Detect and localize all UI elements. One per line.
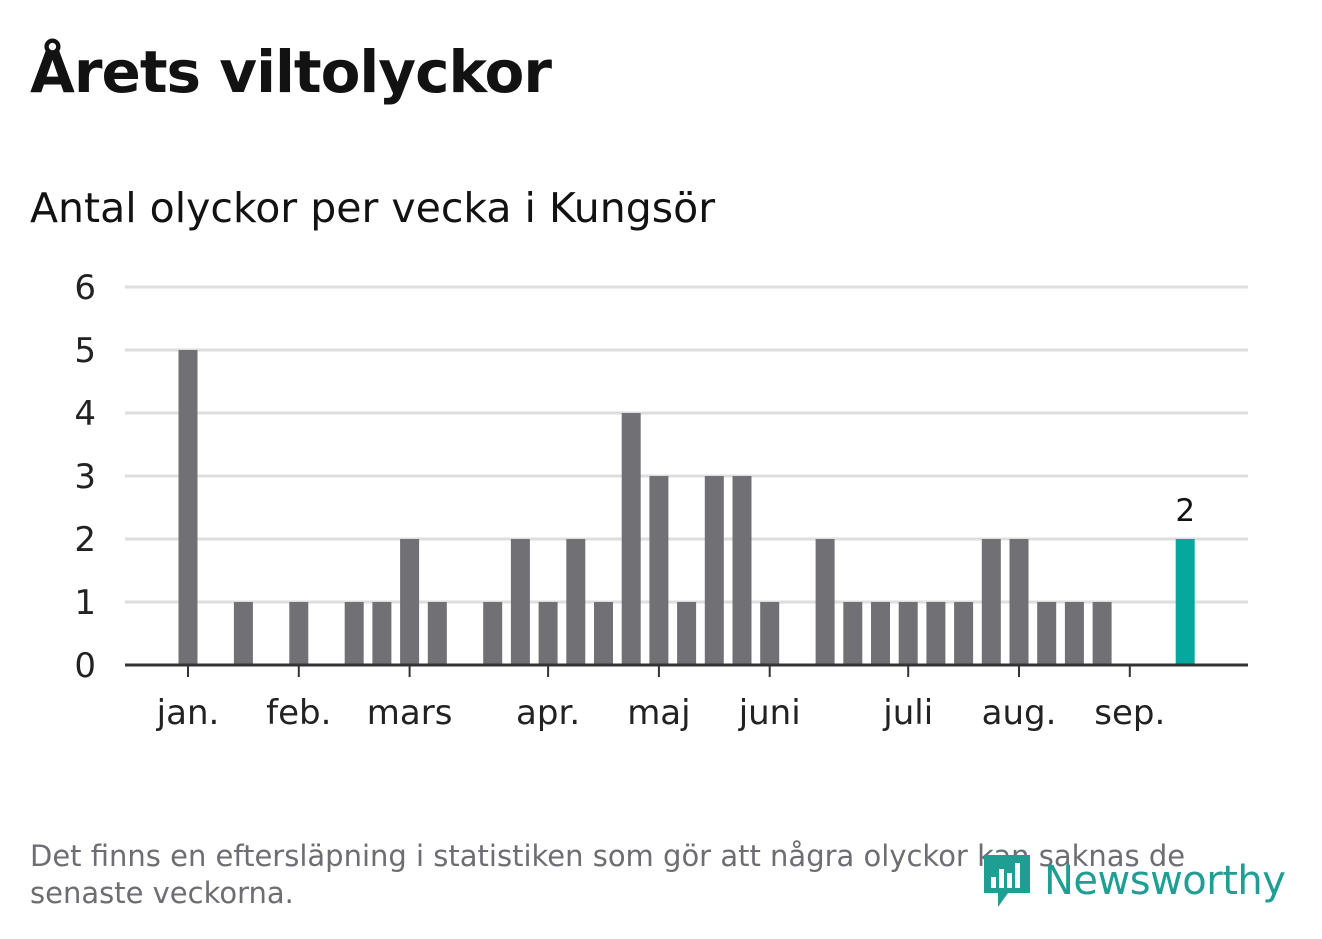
chart-title: Årets viltolyckor bbox=[30, 38, 552, 106]
bar bbox=[1064, 602, 1084, 665]
x-tick-label: feb. bbox=[266, 693, 331, 733]
logo-text: Newsworthy bbox=[1044, 858, 1286, 904]
x-tick-label: aug. bbox=[982, 693, 1057, 733]
chart-subtitle: Antal olyckor per vecka i Kungsör bbox=[30, 184, 716, 232]
bar bbox=[594, 602, 613, 665]
bar bbox=[566, 539, 586, 665]
bar bbox=[621, 413, 641, 665]
y-tick-label: 3 bbox=[74, 457, 96, 497]
data-labels: 2 bbox=[1175, 493, 1195, 529]
bar bbox=[483, 602, 503, 665]
bar bbox=[649, 476, 669, 665]
bar bbox=[400, 539, 420, 665]
bar bbox=[1037, 602, 1057, 665]
bar bbox=[732, 476, 752, 665]
bar-chart: 0 1 2 3 4 5 6 jan. feb. mars apr. maj juni juli aug. s… bbox=[74, 268, 1248, 733]
newsworthy-logo[interactable]: Newsworthy bbox=[980, 850, 1300, 912]
bar-chart-speech-bubble-icon bbox=[984, 855, 1030, 907]
bar bbox=[427, 602, 447, 665]
x-tick-label: apr. bbox=[516, 693, 580, 733]
x-tick-label: sep. bbox=[1094, 693, 1165, 733]
y-tick-label: 4 bbox=[74, 394, 96, 434]
y-tick-label: 0 bbox=[74, 646, 96, 686]
x-tick-label: juli bbox=[882, 693, 933, 733]
y-tick-label: 2 bbox=[74, 520, 96, 560]
x-tick-label: jan. bbox=[156, 693, 220, 733]
bar bbox=[178, 350, 198, 665]
bar bbox=[677, 602, 697, 665]
bar bbox=[1009, 539, 1029, 665]
bar bbox=[981, 539, 1001, 665]
bar bbox=[760, 602, 780, 665]
gridlines bbox=[125, 285, 1248, 604]
bar bbox=[372, 602, 392, 665]
x-axis: jan. feb. mars apr. maj juni juli aug. sep. bbox=[125, 663, 1248, 733]
bar bbox=[289, 602, 309, 665]
bar bbox=[1092, 602, 1112, 665]
x-tick-label: mars bbox=[367, 693, 453, 733]
bar bbox=[954, 602, 974, 665]
bar bbox=[871, 602, 890, 665]
y-axis-ticks: 0 1 2 3 4 5 6 bbox=[74, 268, 96, 686]
bar bbox=[843, 602, 863, 665]
bar bbox=[815, 539, 835, 665]
y-tick-label: 1 bbox=[74, 583, 96, 623]
y-tick-label: 6 bbox=[74, 268, 96, 308]
data-label: 2 bbox=[1175, 493, 1195, 529]
bar bbox=[344, 602, 364, 665]
bar bbox=[704, 476, 724, 665]
y-tick-label: 5 bbox=[74, 331, 96, 371]
bar bbox=[233, 602, 253, 665]
bar bbox=[510, 539, 530, 665]
bars bbox=[178, 350, 1195, 665]
bar-highlight bbox=[1175, 539, 1195, 665]
bar bbox=[898, 602, 918, 665]
bar bbox=[538, 602, 558, 665]
bar bbox=[926, 602, 946, 665]
x-tick-label: maj bbox=[627, 693, 690, 733]
x-tick-label: juni bbox=[738, 693, 801, 733]
